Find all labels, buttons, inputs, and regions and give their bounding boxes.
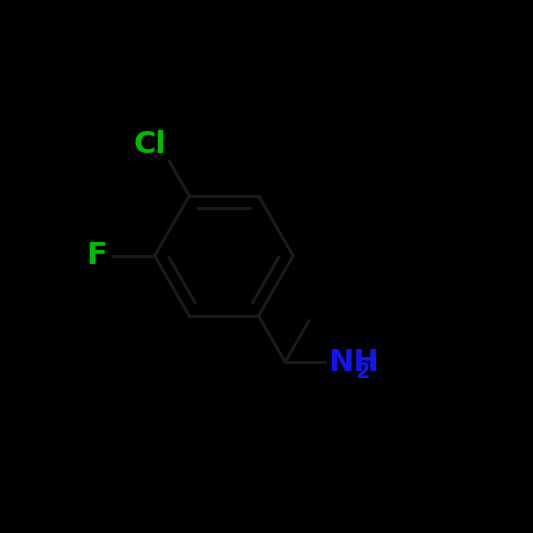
- Text: F: F: [86, 241, 107, 270]
- Text: Cl: Cl: [134, 130, 166, 158]
- Text: 2: 2: [356, 361, 370, 382]
- Text: NH: NH: [328, 348, 378, 376]
